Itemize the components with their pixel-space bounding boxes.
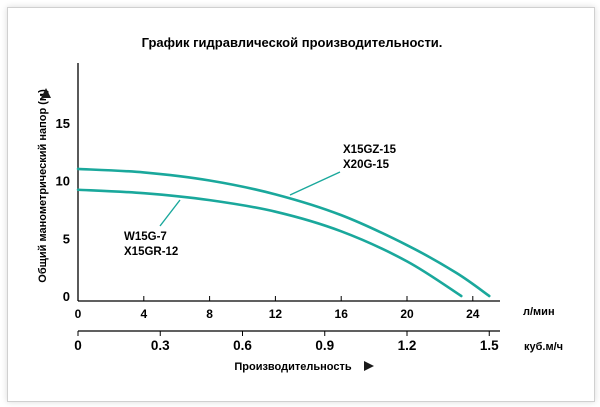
x-tick-label: 24 bbox=[466, 307, 480, 321]
x-axis-arrow-icon bbox=[364, 361, 374, 371]
x-ticks-primary: 0 4 8 12 16 20 24 bbox=[75, 296, 480, 321]
x-tick-label: 8 bbox=[206, 307, 213, 321]
annotation-leader-lower bbox=[159, 199, 181, 227]
y-axis-arrow-icon bbox=[41, 88, 51, 98]
y-axis-label: Общий манометрический напор (м) bbox=[37, 89, 49, 283]
chart-frame bbox=[7, 7, 595, 402]
series-line-0 bbox=[76, 167, 491, 298]
x-ticks-secondary: 0 0.3 0.6 0.9 1.2 1.5 bbox=[74, 331, 499, 353]
x-unit-primary: л/мин bbox=[523, 306, 555, 318]
y-tick-label: 5 bbox=[63, 231, 70, 246]
y-tick-label: 10 bbox=[56, 174, 70, 189]
y-axis-label-group: Общий манометрический напор (м) bbox=[37, 89, 49, 283]
x2-tick-label: 0.3 bbox=[151, 338, 170, 353]
x2-tick-label: 0.9 bbox=[315, 338, 334, 353]
series-label-x15gr-12: X15GR-12 bbox=[124, 246, 178, 258]
series-label-x15gz-15: X15GZ-15 bbox=[343, 144, 397, 156]
x-unit-secondary: куб.м/ч bbox=[524, 341, 563, 353]
x-tick-label: 4 bbox=[140, 307, 147, 321]
x2-tick-label: 1.5 bbox=[480, 338, 499, 353]
annotation-leader-upper bbox=[289, 171, 341, 196]
x-tick-label: 0 bbox=[75, 307, 82, 321]
x-tick-label: 20 bbox=[400, 307, 414, 321]
series-label-x20g-15: X20G-15 bbox=[343, 159, 390, 171]
x2-tick-label: 0.6 bbox=[233, 338, 252, 353]
y-tick-label: 0 bbox=[63, 289, 70, 304]
chart-title: График гидравлической производительности… bbox=[142, 35, 443, 50]
y-tick-label: 15 bbox=[56, 116, 70, 131]
x-tick-label: 12 bbox=[269, 307, 283, 321]
x-tick-label: 16 bbox=[335, 307, 349, 321]
x-axis-label: Производительность bbox=[234, 361, 351, 373]
performance-curves bbox=[76, 167, 491, 298]
series-line-1 bbox=[76, 188, 463, 298]
x2-tick-label: 1.2 bbox=[398, 338, 417, 353]
x2-tick-label: 0 bbox=[74, 338, 82, 353]
series-label-w15g-7: W15G-7 bbox=[124, 231, 167, 243]
y-ticks: 0 5 10 15 bbox=[56, 116, 70, 304]
